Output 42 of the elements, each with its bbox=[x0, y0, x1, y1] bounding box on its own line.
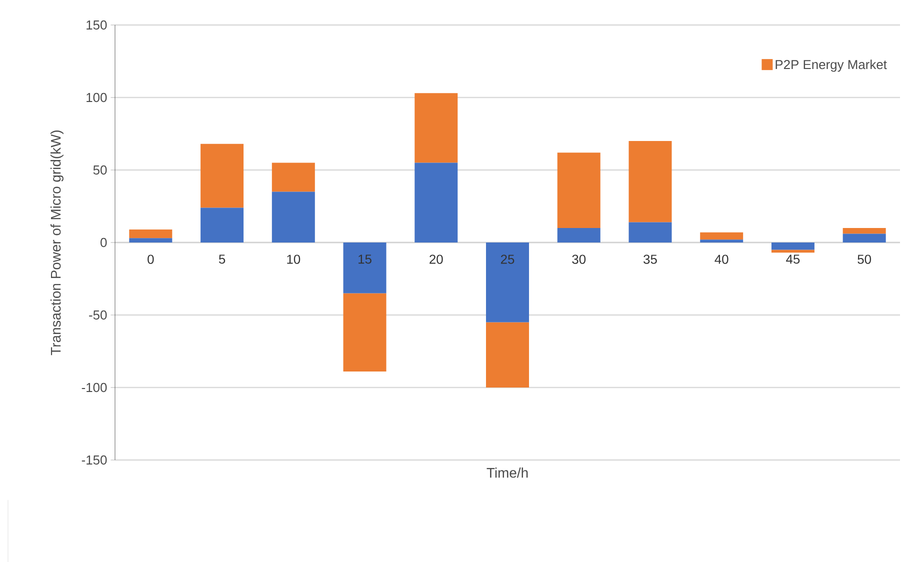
y-tick-label: -100 bbox=[82, 382, 107, 392]
bar bbox=[486, 242, 530, 322]
x-tick-label: 40 bbox=[714, 254, 728, 264]
y-tick-label: -150 bbox=[82, 455, 107, 465]
bar bbox=[842, 228, 886, 234]
x-tick-label: 35 bbox=[644, 254, 657, 264]
legend-label: P2P Energy Market bbox=[776, 60, 887, 72]
bar bbox=[343, 293, 386, 372]
y-tick-label: 0 bbox=[100, 238, 107, 248]
x-tick-label: 25 bbox=[500, 254, 514, 264]
bar bbox=[200, 208, 244, 242]
y-tick-label: 150 bbox=[86, 20, 107, 30]
bar bbox=[628, 222, 672, 242]
bar bbox=[557, 228, 600, 242]
bar bbox=[557, 152, 600, 228]
x-axis-title: Time/h bbox=[486, 468, 528, 478]
bar bbox=[842, 234, 886, 242]
bar bbox=[200, 144, 244, 208]
x-tick-label: 30 bbox=[572, 254, 586, 264]
bar bbox=[343, 242, 386, 294]
bar bbox=[628, 140, 672, 222]
y-tick-label: 100 bbox=[86, 92, 107, 102]
bar bbox=[414, 93, 458, 163]
bar bbox=[129, 238, 172, 242]
x-tick-label: 15 bbox=[358, 254, 372, 264]
x-tick-label: 45 bbox=[786, 254, 800, 264]
bar bbox=[272, 192, 315, 242]
bar bbox=[700, 240, 744, 242]
x-tick-label: 50 bbox=[858, 254, 872, 264]
x-tick-label: 0 bbox=[148, 254, 154, 264]
y-axis-title: Transaction Power of Micro grid(kW) bbox=[50, 130, 64, 356]
x-tick-label: 20 bbox=[430, 254, 443, 264]
y-tick-label: 50 bbox=[93, 165, 107, 175]
bar bbox=[486, 322, 530, 388]
x-tick-label: 5 bbox=[218, 254, 226, 264]
y-tick-label: -50 bbox=[89, 310, 107, 320]
bar bbox=[272, 162, 315, 192]
bar bbox=[414, 162, 458, 242]
bar bbox=[700, 232, 744, 240]
bar bbox=[129, 229, 172, 238]
x-tick-label: 10 bbox=[287, 254, 300, 264]
bar bbox=[771, 242, 814, 250]
